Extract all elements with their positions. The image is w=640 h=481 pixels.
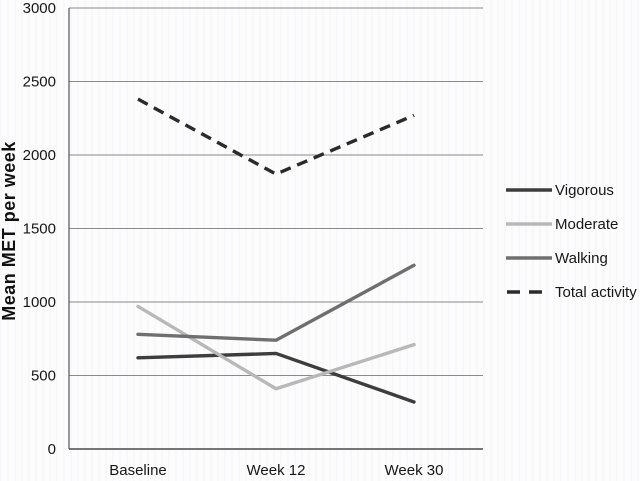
series-line-vigorous xyxy=(136,351,416,404)
series-line-total-activity xyxy=(137,97,415,176)
legend-label-vigorous: Vigorous xyxy=(555,181,614,199)
legend-item-moderate: Moderate xyxy=(506,207,637,241)
x-tick-label-week-30: Week 30 xyxy=(385,462,444,479)
y-tick-label-500: 500 xyxy=(31,368,56,385)
legend-swatch-vigorous-line-icon xyxy=(506,188,552,192)
legend-item-vigorous: Vigorous xyxy=(506,173,637,207)
y-tick-label-1000: 1000 xyxy=(23,294,56,311)
legend-swatch-moderate-line-icon xyxy=(506,222,552,226)
series-line-walking xyxy=(136,263,416,342)
x-tick-label-baseline: Baseline xyxy=(109,462,167,479)
y-tick-label-2000: 2000 xyxy=(23,147,56,164)
legend-item-total-activity: Total activity xyxy=(506,275,637,309)
y-tick-label-2500: 2500 xyxy=(23,74,56,91)
series-line-moderate xyxy=(136,304,416,391)
y-tick-label-1500: 1500 xyxy=(23,221,56,238)
x-tick-label-week-12: Week 12 xyxy=(247,462,306,479)
y-axis-title: Mean MET per week xyxy=(0,141,19,321)
legend-label-moderate: Moderate xyxy=(555,215,619,233)
y-tick-label-3000: 3000 xyxy=(23,0,56,17)
legend-label-total-activity: Total activity xyxy=(555,283,637,301)
y-tick-label-0: 0 xyxy=(48,441,56,458)
legend-swatch-walking-line-icon xyxy=(506,256,552,260)
legend-swatch-total-activity-line-icon xyxy=(507,290,551,294)
legend: Vigorous Moderate Walking Total activity xyxy=(506,173,637,309)
legend-label-walking: Walking xyxy=(555,249,608,267)
legend-item-walking: Walking xyxy=(506,241,637,275)
